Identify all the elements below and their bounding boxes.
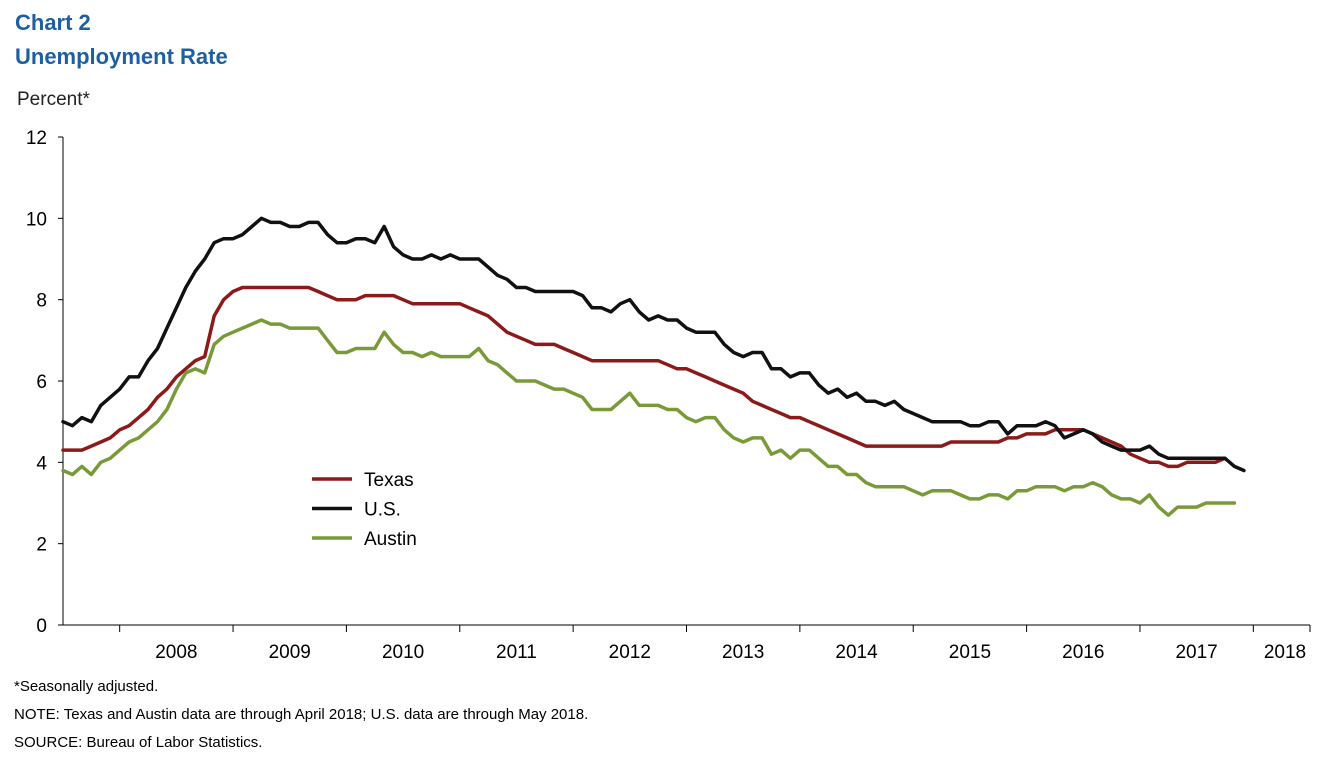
x-tick-label: 2017 [1175,642,1217,663]
x-tick-label: 2011 [496,642,537,663]
x-tick-label: 2009 [269,642,311,663]
x-tick-label: 2010 [382,642,424,663]
series-line-texas [61,285,1227,469]
y-tick-label: 2 [36,535,47,556]
footnote-seasonal: *Seasonally adjusted. [14,678,159,695]
series-line-austin [61,318,1237,517]
legend-label-texas: Texas [364,470,414,491]
chart-series [61,216,1246,517]
y-tick-label: 0 [36,616,47,637]
x-tick-label: 2013 [722,642,764,663]
x-tick-label: 2016 [1062,642,1104,663]
y-tick-label: 8 [36,291,47,312]
chart-label: Chart 2 [15,10,91,35]
y-axis-unit-label: Percent* [17,89,90,110]
legend-label-u-s: U.S. [364,500,401,521]
x-tick-label: 2014 [835,642,878,663]
legend-label-austin: Austin [364,529,417,550]
chart-title: Unemployment Rate [15,44,228,69]
chart-axes: 0 2 4 6 8 10 12 2008 2009 2010 2011 2012 2013 2014 201… [26,128,1311,663]
y-tick-label: 6 [36,372,47,393]
x-tick-label: 2008 [155,642,197,663]
line-chart: 0 2 4 6 8 10 12 2008 2009 2010 2011 2012 2013 2014 201… [26,128,1311,663]
x-tick-label: 2012 [609,642,651,663]
x-tick-label: 2018 [1264,642,1306,663]
chart-legend: Texas U.S. Austin [312,470,417,550]
y-tick-label: 4 [36,453,47,474]
series-line-u-s [61,216,1246,473]
footnote-source: SOURCE: Bureau of Labor Statistics. [14,734,263,751]
y-tick-label: 12 [26,128,47,149]
footnote-note: NOTE: Texas and Austin data are through … [14,706,589,723]
x-tick-label: 2015 [949,642,991,663]
y-tick-label: 10 [26,209,47,230]
